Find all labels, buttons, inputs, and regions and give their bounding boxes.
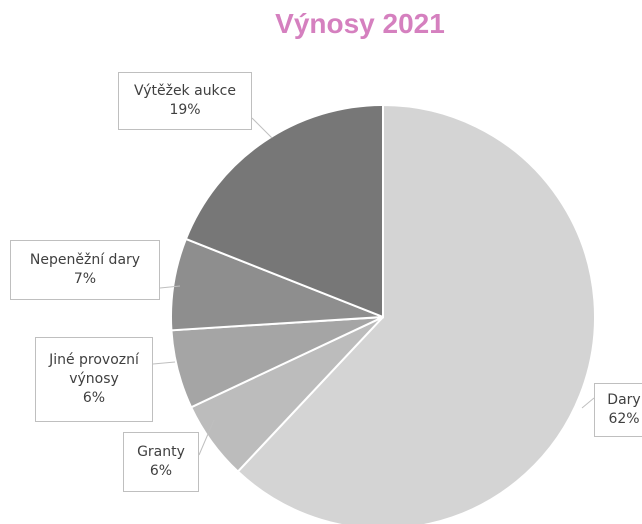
data-label: Dary 62% [594, 383, 642, 437]
value-label: 7% [73, 271, 97, 287]
data-label: Nepeněžní dary 7% [10, 240, 160, 300]
category-label: Granty [137, 444, 185, 460]
data-label: Jiné provozní výnosy 6% [35, 337, 153, 422]
pie-slice [184, 103, 384, 319]
category-label: Jiné provozní výnosy [49, 352, 139, 387]
pie-slice [236, 103, 596, 524]
value-label: 6% [82, 390, 106, 406]
category-label: Dary [607, 392, 641, 408]
value-label: 62% [608, 411, 640, 427]
value-label: 6% [149, 463, 173, 479]
leader-line [581, 397, 595, 409]
leader-line [159, 285, 181, 289]
category-label: Nepeněžní dary [29, 252, 141, 268]
chart-title: Výnosy 2021 [275, 8, 445, 39]
data-label: Výtěžek aukce 19% [118, 72, 252, 130]
data-label: Granty 6% [123, 432, 199, 492]
leader-line [152, 361, 176, 365]
category-label: Výtěžek aukce [134, 83, 236, 99]
leader-line [198, 419, 215, 456]
value-label: 19% [169, 102, 201, 118]
leader-line [251, 117, 273, 139]
